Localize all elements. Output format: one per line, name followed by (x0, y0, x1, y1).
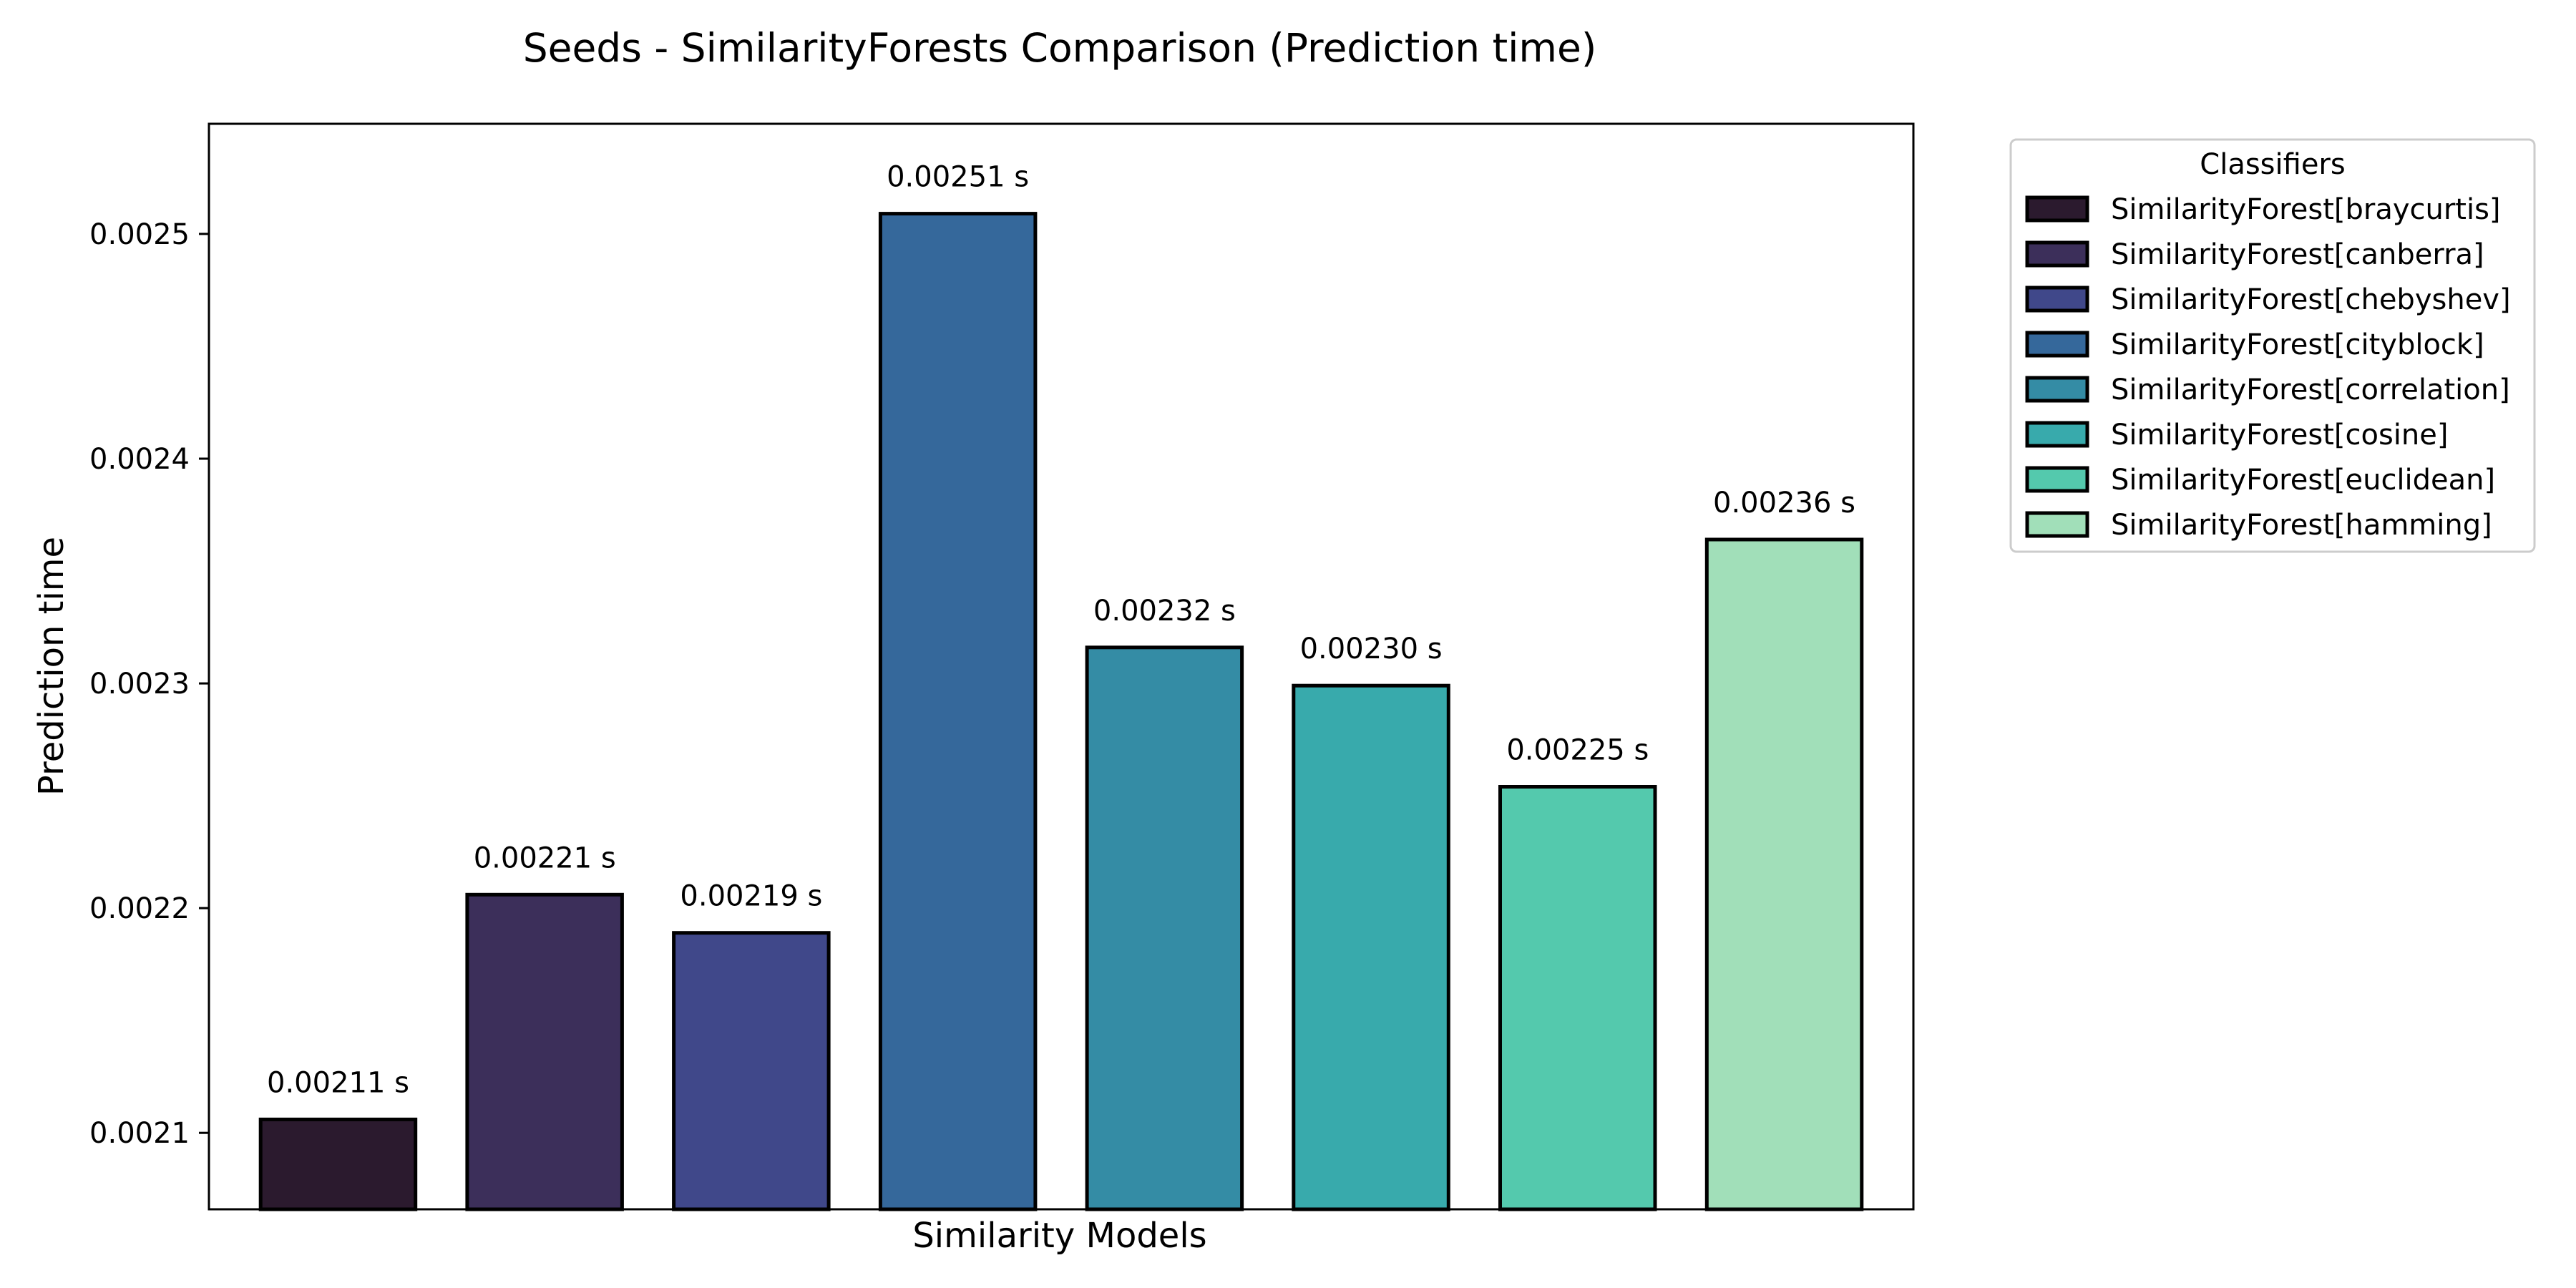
legend-frame (2009, 138, 2536, 553)
legend-swatch (2025, 376, 2089, 403)
bar (1704, 537, 1864, 1211)
bar-value-label: 0.00236 s (1713, 487, 1855, 519)
bar (1498, 785, 1657, 1211)
y-tick-label: 0.0024 (89, 443, 190, 476)
y-tick-label: 0.0021 (89, 1117, 190, 1150)
bar (878, 212, 1038, 1211)
y-tick-label: 0.0025 (89, 218, 190, 251)
bar-value-label: 0.00230 s (1300, 633, 1443, 665)
x-axis-label: Similarity Models (912, 1216, 1206, 1256)
legend-swatch (2025, 240, 2089, 268)
bar (672, 931, 831, 1211)
bar (258, 1117, 418, 1211)
legend-entry-label: SimilarityForest[euclidean] (2111, 464, 2495, 497)
legend-items: SimilarityForest[braycurtis] SimilarityFo… (2025, 193, 2511, 542)
plot-frame (208, 122, 1915, 1211)
legend-swatch (2025, 421, 2089, 448)
bar (1085, 645, 1244, 1211)
legend-swatch (2025, 195, 2089, 223)
bar-value-label: 0.00225 s (1506, 734, 1649, 767)
y-tick-label: 0.0023 (89, 668, 190, 701)
legend: Classifiers SimilarityForest[braycurtis]… (2009, 138, 2536, 553)
y-axis-label: Prediction time (31, 537, 72, 796)
y-axis-ticks: 0.0021 0.0022 0.0023 0.0024 0.0025 (89, 218, 209, 1150)
bar-value-label: 0.00219 s (680, 880, 822, 913)
legend-swatch (2025, 331, 2089, 358)
legend-swatch (2025, 466, 2089, 493)
bar-value-label: 0.00251 s (887, 161, 1029, 194)
legend-swatch (2025, 286, 2089, 313)
legend-entry-label: SimilarityForest[chebyshev] (2111, 283, 2511, 316)
bar-value-label: 0.00211 s (267, 1066, 409, 1099)
legend-entry-label: SimilarityForest[cosine] (2111, 419, 2448, 452)
legend-entry-label: SimilarityForest[canberra] (2111, 238, 2484, 271)
legend-swatch (2025, 511, 2089, 538)
bar-value-label: 0.00221 s (474, 841, 616, 874)
legend-entry-label: SimilarityForest[braycurtis] (2111, 193, 2501, 226)
bar-value-label: 0.00232 s (1093, 595, 1236, 628)
y-tick-label: 0.0022 (89, 892, 190, 925)
legend-entry-label: SimilarityForest[hamming] (2111, 509, 2492, 542)
bar (1292, 683, 1450, 1211)
bar (465, 892, 624, 1211)
legend-entry-label: SimilarityForest[cityblock] (2111, 328, 2484, 361)
chart-title: Seeds - SimilarityForests Comparison (Pr… (523, 25, 1597, 71)
bars-layer: 0.00211 s 0.00221 s 0.00219 s 0.00251 s 0.00… (258, 161, 1864, 1211)
legend-title: Classifiers (2200, 148, 2345, 181)
legend-entry-label: SimilarityForest[correlation] (2111, 374, 2510, 406)
